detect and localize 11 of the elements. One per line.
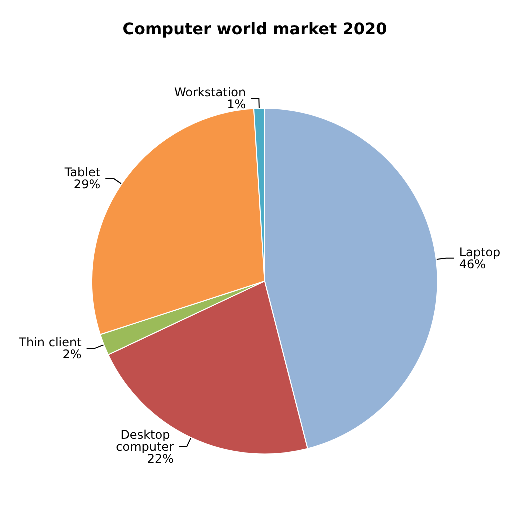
data-label: 1% — [227, 98, 246, 112]
slice-label: Laptop — [459, 245, 501, 260]
data-label: 29% — [74, 178, 101, 192]
slice-label: Thin client — [18, 336, 82, 350]
slice-label: Workstation — [174, 86, 246, 100]
slice-label: Tablet — [64, 166, 101, 180]
slice-label: Desktop computer — [116, 428, 174, 454]
data-label: 2% — [62, 348, 82, 362]
chart-title: Computer world market 2020 — [122, 20, 388, 38]
data-label: 22% — [147, 452, 174, 466]
data-label: 46% — [459, 257, 486, 272]
